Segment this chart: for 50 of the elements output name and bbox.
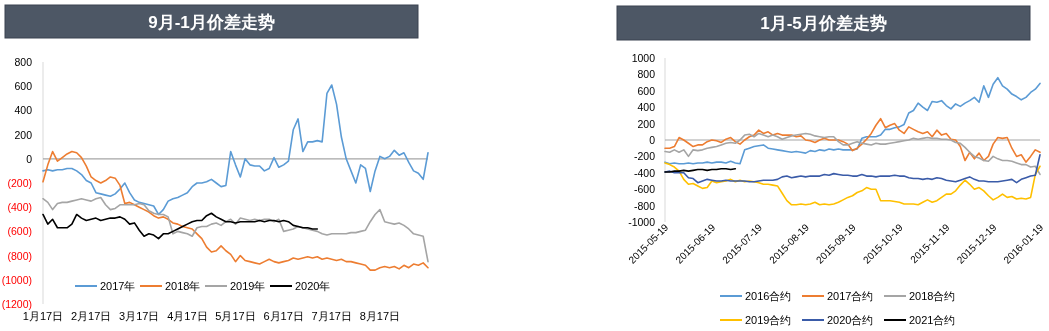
line-series — [42, 196, 429, 263]
y-tick-label: 200 — [14, 128, 33, 141]
y-tick-label: 0 — [649, 134, 656, 146]
y-tick-label: 800 — [14, 56, 33, 68]
legend-label: 2017年 — [100, 280, 136, 292]
y-tick-label: 400 — [637, 101, 656, 114]
y-tick-label: (600) — [7, 225, 32, 238]
legend-label: 2019年 — [230, 280, 266, 292]
y-tick-label: (1000) — [1, 273, 32, 286]
chart-title: 9月-1月价差走势 — [148, 12, 275, 32]
x-tick-label: 3月17日 — [119, 310, 160, 322]
x-tick-label: 2月17日 — [70, 310, 112, 322]
legend-label: 2020年 — [295, 280, 331, 292]
y-tick-label: -800 — [633, 199, 656, 212]
y-tick-label: 800 — [637, 68, 656, 81]
line-series — [664, 132, 1041, 176]
line-series — [42, 150, 429, 271]
chart-title: 1月-5月价差走势 — [760, 14, 887, 33]
y-tick-label: 600 — [14, 80, 33, 93]
y-tick-label: 400 — [14, 104, 33, 117]
y-tick-label: -400 — [633, 166, 656, 179]
x-tick-label: 4月17日 — [167, 310, 208, 322]
y-tick-label: 600 — [637, 84, 656, 97]
legend-label: 2018合约 — [909, 290, 956, 302]
y-tick-label: 1000 — [631, 52, 656, 64]
y-tick-label: (400) — [7, 201, 32, 214]
y-tick-label: 200 — [637, 117, 656, 130]
x-tick-label: 6月17日 — [263, 310, 304, 322]
y-tick-label: -1000 — [628, 216, 656, 228]
x-tick-label: 1月17日 — [22, 310, 64, 322]
line-series — [664, 76, 1041, 165]
line-series — [664, 162, 1041, 206]
y-tick-label: (200) — [7, 177, 32, 189]
legend-label: 2019合约 — [745, 314, 792, 326]
y-tick-label: 0 — [26, 152, 33, 165]
line-series — [42, 212, 319, 240]
legend-label: 2020合约 — [827, 314, 874, 326]
legend-label: 2021合约 — [909, 314, 956, 326]
y-tick-label: (1200) — [1, 298, 32, 310]
legend-label: 2017合约 — [827, 290, 874, 302]
y-tick-label: -600 — [633, 183, 656, 196]
line-series — [664, 117, 1041, 163]
x-tick-label: 8月17日 — [359, 310, 401, 322]
legend-label: 2016合约 — [745, 290, 792, 302]
line-series — [42, 84, 429, 216]
x-tick-label: 5月17日 — [215, 310, 256, 322]
y-tick-label: (800) — [7, 249, 32, 262]
legend-label: 2018年 — [165, 280, 201, 292]
y-tick-label: -200 — [633, 150, 656, 163]
x-tick-label: 7月17日 — [311, 310, 352, 322]
